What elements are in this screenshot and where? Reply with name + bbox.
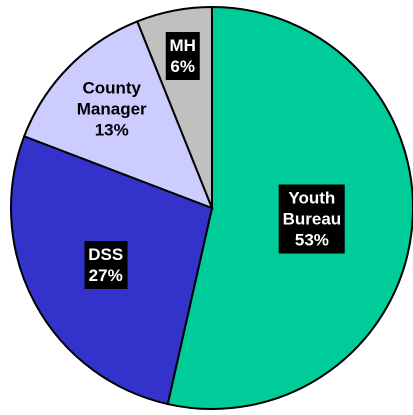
value-label: 13% xyxy=(94,120,129,140)
pie-slice xyxy=(22,20,214,210)
category-label: County Manager xyxy=(76,78,147,119)
slice-label: DSS 27% xyxy=(84,240,128,289)
slice-label: Youth Bureau 53% xyxy=(278,184,346,254)
category-label: Youth Bureau xyxy=(282,188,342,229)
slice-label: County Manager 13% xyxy=(73,75,151,144)
category-label: MH xyxy=(169,36,196,56)
category-label: DSS xyxy=(88,244,124,264)
slice-label: MH 6% xyxy=(165,32,200,81)
value-label: 6% xyxy=(170,57,195,77)
value-label: 53% xyxy=(294,230,329,250)
value-label: 27% xyxy=(88,265,123,285)
